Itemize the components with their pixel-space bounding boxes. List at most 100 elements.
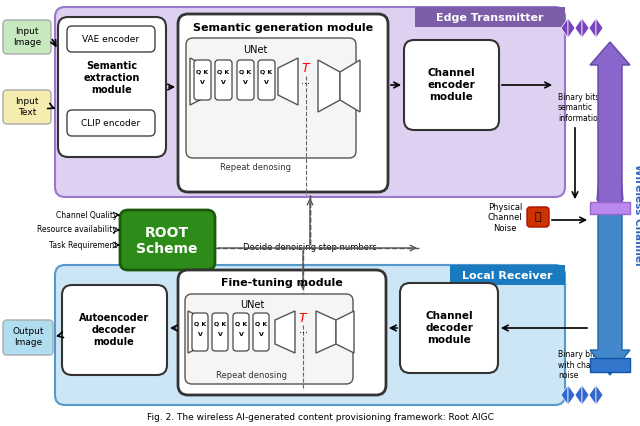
Text: V: V bbox=[243, 81, 248, 86]
Text: Channel
encoder
module: Channel encoder module bbox=[427, 69, 475, 101]
FancyBboxPatch shape bbox=[253, 313, 269, 351]
FancyBboxPatch shape bbox=[67, 110, 155, 136]
Polygon shape bbox=[590, 210, 630, 375]
Text: Input
Image: Input Image bbox=[13, 27, 41, 47]
Text: Repeat denosing: Repeat denosing bbox=[216, 371, 287, 380]
Text: Input
Text: Input Text bbox=[15, 97, 39, 117]
Text: UNet: UNet bbox=[240, 300, 264, 310]
Polygon shape bbox=[582, 18, 589, 38]
Text: Q K: Q K bbox=[218, 69, 230, 75]
Text: Fig. 2. The wireless AI-generated content provisioning framework: Root AIGC: Fig. 2. The wireless AI-generated conten… bbox=[147, 414, 493, 423]
Text: Autoencoder
decoder
module: Autoencoder decoder module bbox=[79, 314, 149, 347]
FancyBboxPatch shape bbox=[212, 313, 228, 351]
Text: V: V bbox=[218, 331, 223, 337]
Text: UNet: UNet bbox=[243, 45, 267, 55]
Text: Q K: Q K bbox=[194, 322, 206, 326]
Text: $T$: $T$ bbox=[298, 311, 308, 325]
FancyBboxPatch shape bbox=[62, 285, 167, 375]
FancyBboxPatch shape bbox=[178, 14, 388, 192]
FancyBboxPatch shape bbox=[258, 60, 275, 100]
Text: Q K: Q K bbox=[239, 69, 252, 75]
Text: 🔥: 🔥 bbox=[534, 212, 541, 222]
FancyBboxPatch shape bbox=[3, 90, 51, 124]
FancyBboxPatch shape bbox=[186, 38, 356, 158]
Text: CLIP encoder: CLIP encoder bbox=[81, 118, 141, 127]
Polygon shape bbox=[589, 18, 596, 38]
Text: Edge Transmitter: Edge Transmitter bbox=[436, 13, 544, 23]
Text: $T$: $T$ bbox=[301, 61, 311, 75]
FancyBboxPatch shape bbox=[404, 40, 499, 130]
Text: V: V bbox=[198, 331, 202, 337]
Text: Q K: Q K bbox=[196, 69, 209, 75]
Text: Binary bits of
semantic
information: Binary bits of semantic information bbox=[558, 93, 609, 123]
FancyBboxPatch shape bbox=[3, 320, 53, 355]
Polygon shape bbox=[278, 58, 298, 105]
Polygon shape bbox=[336, 311, 354, 353]
Text: Binary bits
with channel
noise: Binary bits with channel noise bbox=[558, 350, 607, 380]
Polygon shape bbox=[582, 385, 589, 405]
Text: Q K: Q K bbox=[260, 69, 273, 75]
Polygon shape bbox=[596, 385, 603, 405]
Polygon shape bbox=[275, 311, 295, 353]
Text: Task Requirement: Task Requirement bbox=[49, 241, 117, 250]
FancyBboxPatch shape bbox=[3, 20, 51, 54]
FancyBboxPatch shape bbox=[194, 60, 211, 100]
Text: V: V bbox=[259, 331, 264, 337]
Text: ROOT
Scheme: ROOT Scheme bbox=[136, 226, 198, 256]
Text: Resource availability: Resource availability bbox=[37, 225, 117, 234]
Polygon shape bbox=[568, 18, 575, 38]
Text: Q K: Q K bbox=[255, 322, 267, 326]
Text: Semantic
extraction
module: Semantic extraction module bbox=[84, 61, 140, 95]
Text: Local Receiver: Local Receiver bbox=[461, 271, 552, 281]
Polygon shape bbox=[575, 385, 582, 405]
FancyBboxPatch shape bbox=[185, 294, 353, 384]
Polygon shape bbox=[568, 385, 575, 405]
FancyBboxPatch shape bbox=[233, 313, 249, 351]
Text: V: V bbox=[200, 81, 205, 86]
FancyBboxPatch shape bbox=[55, 265, 565, 405]
FancyBboxPatch shape bbox=[120, 210, 215, 270]
Polygon shape bbox=[316, 311, 336, 353]
Text: VAE encoder: VAE encoder bbox=[83, 35, 140, 43]
Text: ...: ... bbox=[298, 325, 307, 335]
FancyBboxPatch shape bbox=[192, 313, 208, 351]
FancyBboxPatch shape bbox=[237, 60, 254, 100]
Text: Repeat denosing: Repeat denosing bbox=[220, 164, 291, 173]
Text: ...: ... bbox=[301, 76, 310, 86]
Text: Semantic generation module: Semantic generation module bbox=[193, 23, 373, 33]
Polygon shape bbox=[561, 18, 568, 38]
Polygon shape bbox=[561, 385, 568, 405]
FancyBboxPatch shape bbox=[178, 270, 386, 395]
FancyBboxPatch shape bbox=[215, 60, 232, 100]
Bar bbox=[590, 358, 630, 372]
Bar bbox=[415, 7, 565, 27]
Polygon shape bbox=[340, 60, 360, 112]
Polygon shape bbox=[597, 50, 623, 200]
FancyBboxPatch shape bbox=[67, 26, 155, 52]
Bar bbox=[450, 265, 565, 285]
Text: Wireless Channel: Wireless Channel bbox=[633, 164, 640, 266]
Text: Output
Image: Output Image bbox=[12, 327, 44, 347]
FancyBboxPatch shape bbox=[58, 17, 166, 157]
Text: Channel
decoder
module: Channel decoder module bbox=[425, 311, 473, 345]
FancyBboxPatch shape bbox=[400, 283, 498, 373]
Polygon shape bbox=[589, 385, 596, 405]
Text: Q K: Q K bbox=[214, 322, 226, 326]
Polygon shape bbox=[190, 58, 210, 105]
Text: V: V bbox=[239, 331, 243, 337]
Text: V: V bbox=[264, 81, 269, 86]
Polygon shape bbox=[596, 18, 603, 38]
Text: Decide denoising step numbers: Decide denoising step numbers bbox=[243, 244, 377, 253]
Text: Q K: Q K bbox=[235, 322, 247, 326]
Polygon shape bbox=[590, 42, 630, 205]
Bar bbox=[590, 202, 630, 214]
Polygon shape bbox=[318, 60, 340, 112]
Polygon shape bbox=[575, 18, 582, 38]
Text: V: V bbox=[221, 81, 226, 86]
FancyBboxPatch shape bbox=[527, 207, 549, 227]
Text: Fine-tuning module: Fine-tuning module bbox=[221, 278, 343, 288]
Text: Physical
Channel
Noise: Physical Channel Noise bbox=[488, 203, 522, 233]
FancyBboxPatch shape bbox=[55, 7, 565, 197]
Text: Channel Quality: Channel Quality bbox=[56, 210, 117, 219]
Polygon shape bbox=[188, 311, 207, 353]
